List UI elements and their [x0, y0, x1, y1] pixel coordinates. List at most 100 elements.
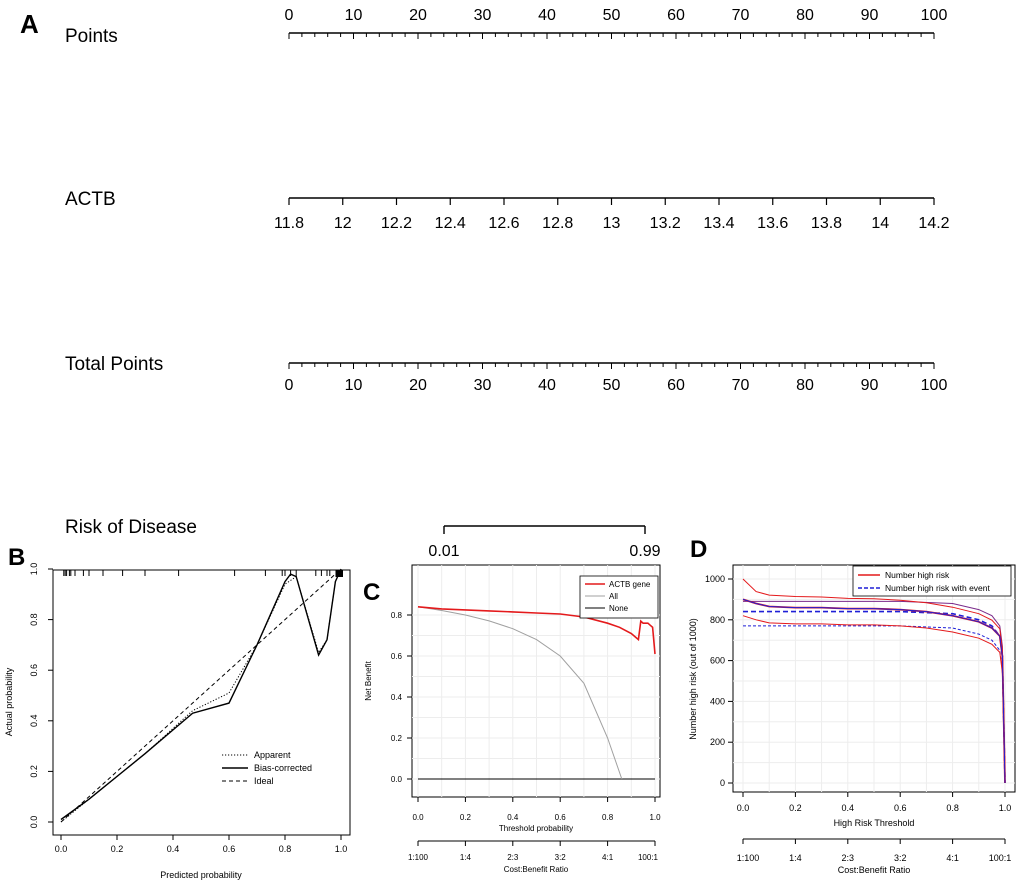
actb-tick-label: 12.8	[542, 215, 573, 232]
risk-tick-label: 0.99	[629, 543, 660, 560]
panel-b-y-ticks	[48, 568, 53, 823]
b-y-tick-label: 1.0	[29, 563, 39, 576]
actb-tick-label: 13.2	[650, 215, 681, 232]
d-cost-tick-label: 1:4	[789, 853, 802, 863]
actb-tick-label: 13.4	[703, 215, 734, 232]
legend-bias-label: Bias-corrected	[254, 763, 312, 773]
c-y-tick-label: 0.4	[391, 693, 403, 702]
points-tick-label: 50	[603, 7, 621, 24]
d-cost-tick-labels: 1:100 1:4 2:3 3:2 4:1 100:1	[737, 853, 1012, 863]
b-y-tick-label: 0.0	[29, 816, 39, 829]
panel-b-x-tick-labels: 0.0 0.2 0.4 0.6 0.8 1.0	[55, 844, 348, 854]
c-x-tick-label: 0.8	[602, 813, 614, 822]
actb-tick-label: 13.6	[757, 215, 788, 232]
actb-tick-label: 12.2	[381, 215, 412, 232]
panel-b-xlabel: Predicted probability	[160, 870, 242, 880]
d-x-tick-label: 1.0	[999, 803, 1012, 813]
points-minor-ticks	[288, 33, 935, 39]
points-tick-label: 80	[796, 7, 814, 24]
panel-c-y-ticks	[407, 614, 412, 780]
total-tick-label: 70	[732, 377, 750, 394]
d-x-tick-label: 0.2	[789, 803, 802, 813]
panel-c-letter: C	[363, 579, 380, 606]
panel-c-xlabel: Threshold probability	[499, 824, 573, 833]
panel-d-x-ticks	[742, 792, 1006, 797]
actb-tick-label: 13.8	[811, 215, 842, 232]
b-x-tick-label: 0.4	[167, 844, 180, 854]
actb-tick-label: 13	[603, 215, 621, 232]
b-y-tick-label: 0.2	[29, 765, 39, 778]
c-cost-tick-label: 4:1	[602, 853, 614, 862]
d-y-tick-label: 1000	[705, 574, 725, 584]
total-tick-label: 40	[538, 377, 556, 394]
points-tick-label: 100	[921, 7, 948, 24]
panel-c-x-tick-labels: 0.0 0.2 0.4 0.6 0.8 1.0	[412, 813, 661, 822]
total-points-row-label: Total Points	[65, 354, 163, 375]
d-x-tick-label: 0.4	[842, 803, 855, 813]
c-cost-tick-label: 1:100	[408, 853, 429, 862]
d-y-tick-label: 600	[710, 656, 725, 666]
panel-b-x-ticks	[60, 835, 342, 840]
legend-none-label: None	[609, 604, 629, 613]
actb-ticks: 11.8 12 12.2 12.4 12.6 12.8 13 13.2 13.4…	[274, 198, 950, 232]
legend-apparent-label: Apparent	[254, 750, 291, 760]
d-cost-tick-label: 100:1	[989, 853, 1012, 863]
points-ticks: 0 10 20 30 40 50 60 70 80 90 100	[285, 7, 948, 24]
panel-b-legend: Apparent Bias-corrected Ideal	[222, 750, 312, 786]
c-y-tick-label: 0.2	[391, 734, 403, 743]
d-cost-tick-label: 3:2	[894, 853, 907, 863]
legend-ideal-label: Ideal	[254, 776, 274, 786]
points-tick-label: 20	[409, 7, 427, 24]
panel-c-y-tick-labels: 0.0 0.2 0.4 0.6 0.8	[391, 611, 403, 784]
total-tick-label: 30	[474, 377, 492, 394]
c-x-tick-label: 0.0	[412, 813, 424, 822]
total-points-minor-ticks	[288, 363, 935, 369]
panel-b-y-tick-labels: 0.0 0.2 0.4 0.6 0.8 1.0	[29, 563, 39, 829]
panel-d-grid	[733, 565, 1015, 792]
panel-b: B 0.0 0.2 0.4 0.6 0.8 1.0 0.0 0.2 0.4 0.…	[4, 544, 351, 880]
actb-row-label: ACTB	[65, 189, 116, 210]
total-tick-label: 10	[345, 377, 363, 394]
b-y-tick-label: 0.4	[29, 715, 39, 728]
panel-d-x-tick-labels: 0.0 0.2 0.4 0.6 0.8 1.0	[737, 803, 1012, 813]
total-tick-label: 100	[921, 377, 948, 394]
b-series-ideal	[60, 568, 342, 823]
c-x-tick-label: 0.4	[507, 813, 519, 822]
c-cost-tick-label: 1:4	[460, 853, 472, 862]
c-cost-tick-label: 3:2	[555, 853, 567, 862]
d-ci-upper-high-risk	[742, 578, 1006, 777]
legend-box	[579, 575, 659, 619]
points-tick-label: 10	[345, 7, 363, 24]
total-tick-label: 50	[603, 377, 621, 394]
points-row-label: Points	[65, 26, 118, 47]
panel-d: D 0.0 0.2 0.4 0.6 0.8 1.0 0 200 400 600 …	[688, 536, 1016, 875]
points-tick-label: 60	[667, 7, 685, 24]
panel-d-y-tick-labels: 0 200 400 600 800 1000	[705, 574, 725, 788]
risk-tick-label: 0.01	[428, 543, 459, 560]
legend-high-risk-label: Number high risk	[885, 570, 950, 580]
panel-d-legend: Number high risk Number high risk with e…	[852, 565, 1012, 597]
d-y-tick-label: 800	[710, 615, 725, 625]
c-cost-tick-label: 2:3	[507, 853, 519, 862]
b-x-tick-label: 1.0	[335, 844, 348, 854]
d-x-tick-label: 0.6	[894, 803, 907, 813]
points-tick-label: 70	[732, 7, 750, 24]
d-y-tick-label: 400	[710, 696, 725, 706]
c-x-tick-label: 1.0	[649, 813, 661, 822]
c-cost-tick-label: 100:1	[638, 853, 659, 862]
panel-b-rug	[63, 570, 343, 577]
legend-actb-label: ACTB gene	[609, 580, 651, 589]
b-series-bias-corrected	[60, 568, 342, 821]
legend-box	[852, 565, 1012, 597]
c-x-tick-label: 0.2	[460, 813, 472, 822]
c-cost-label: Cost:Benefit Ratio	[504, 865, 569, 874]
panel-d-letter: D	[690, 536, 707, 563]
d-cost-label: Cost:Benefit Ratio	[838, 865, 911, 875]
c-cost-ticks	[417, 841, 656, 846]
d-series-high-risk-with-event	[743, 610, 1006, 784]
d-y-tick-label: 0	[720, 778, 725, 788]
d-series-number-high-risk-core	[742, 598, 1006, 784]
d-x-tick-label: 0.8	[946, 803, 959, 813]
panel-b-frame	[52, 569, 351, 836]
